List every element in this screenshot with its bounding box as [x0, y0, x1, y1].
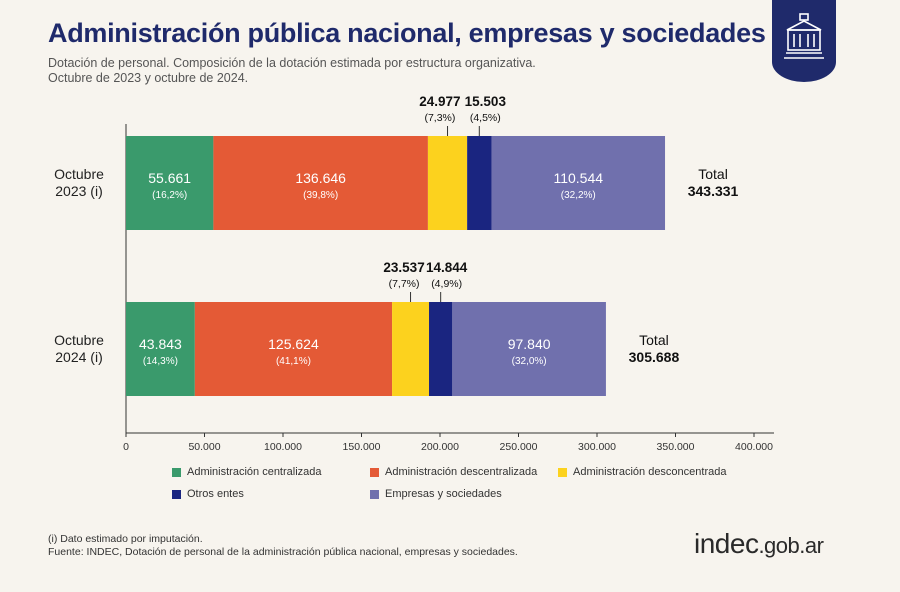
bar-segment	[194, 302, 393, 396]
legend-swatch	[370, 467, 379, 477]
percent-label: (39,8%)	[303, 190, 338, 201]
logo-suffix: .gob.ar	[758, 533, 824, 558]
bar-segment	[392, 302, 430, 396]
legend-swatch	[172, 489, 181, 499]
total-value: 343.331	[688, 183, 739, 199]
legend-item: Administración desconcentrada	[558, 466, 726, 478]
legend-item: Administración descentralizada	[370, 466, 537, 478]
chart-title: Administración pública nacional, empresa…	[48, 18, 766, 48]
x-tick-label: 250.000	[500, 441, 538, 453]
data-label: 110.544	[553, 170, 603, 186]
percent-label: (41,1%)	[276, 356, 311, 367]
percent-label: (14,3%)	[143, 356, 178, 367]
x-tick-label: 0	[123, 441, 129, 453]
category-label: Octubre	[54, 332, 104, 348]
data-label: 55.661	[148, 170, 191, 186]
percent-label: (4,5%)	[470, 112, 501, 124]
bar-segment	[213, 136, 428, 230]
total-label: Total	[639, 332, 669, 348]
data-label: 43.843	[139, 336, 182, 352]
bar-segment	[427, 136, 468, 230]
source-note: Fuente: INDEC, Dotación de personal de l…	[48, 546, 518, 558]
legend-label: Administración descentralizada	[385, 466, 538, 478]
percent-label: (7,7%)	[389, 278, 420, 290]
percent-label: (4,9%)	[431, 278, 462, 290]
data-label: 125.624	[268, 336, 319, 352]
category-label: 2023 (i)	[55, 183, 102, 199]
data-label: 14.844	[426, 260, 468, 275]
legend-label: Otros entes	[187, 488, 244, 500]
bar-segment	[452, 302, 606, 396]
legend-swatch	[558, 467, 567, 477]
x-tick-label: 50.000	[188, 441, 220, 453]
total-label: Total	[698, 166, 728, 182]
percent-label: (32,0%)	[512, 356, 547, 367]
stacked-bar-chart: 0 50.000 100.000 150.000 200.000 250.000 300.0…	[54, 94, 774, 453]
x-tick-label: 400.000	[735, 441, 773, 453]
data-label: 24.977	[419, 94, 460, 109]
indec-logo: indec.gob.ar	[694, 528, 824, 560]
chart-subtitle: Dotación de personal. Composición de la …	[48, 56, 536, 86]
legend-label: Administración centralizada	[187, 466, 322, 478]
x-tick-label: 150.000	[343, 441, 381, 453]
legend-swatch	[370, 489, 379, 499]
footnote: (i) Dato estimado por imputación. Fuente…	[48, 533, 518, 559]
data-label: 23.537	[383, 260, 424, 275]
percent-label: (32,2%)	[561, 190, 596, 201]
bar-segment	[429, 302, 453, 396]
x-tick-label: 100.000	[264, 441, 302, 453]
bar-segment	[491, 136, 666, 230]
bar-segment	[126, 302, 195, 396]
legend-item: Empresas y sociedades	[370, 488, 502, 500]
x-tick-label: 300.000	[578, 441, 616, 453]
data-label: 97.840	[508, 336, 551, 352]
legend-item: Administración centralizada	[172, 466, 322, 478]
x-tick-label: 350.000	[657, 441, 695, 453]
bar-segment	[467, 136, 492, 230]
data-label: 15.503	[465, 94, 507, 109]
legend-swatch	[172, 467, 181, 477]
x-tick-label: 200.000	[421, 441, 459, 453]
category-label: 2024 (i)	[55, 349, 102, 365]
percent-label: (7,3%)	[424, 112, 455, 124]
bar-segment	[126, 136, 214, 230]
total-value: 305.688	[629, 349, 680, 365]
subtitle-line-2: Octubre de 2023 y octubre de 2024.	[48, 71, 249, 85]
legend-item: Otros entes	[172, 488, 244, 500]
category-label: Octubre	[54, 166, 104, 182]
legend-label: Administración desconcentrada	[573, 466, 727, 478]
subtitle-line-1: Dotación de personal. Composición de la …	[48, 56, 536, 70]
legend-label: Empresas y sociedades	[385, 488, 502, 500]
data-label: 136.646	[295, 170, 346, 186]
government-building-icon	[772, 0, 836, 82]
logo-main: indec	[694, 528, 759, 559]
imputation-note: (i) Dato estimado por imputación.	[48, 533, 203, 545]
percent-label: (16,2%)	[152, 190, 187, 201]
